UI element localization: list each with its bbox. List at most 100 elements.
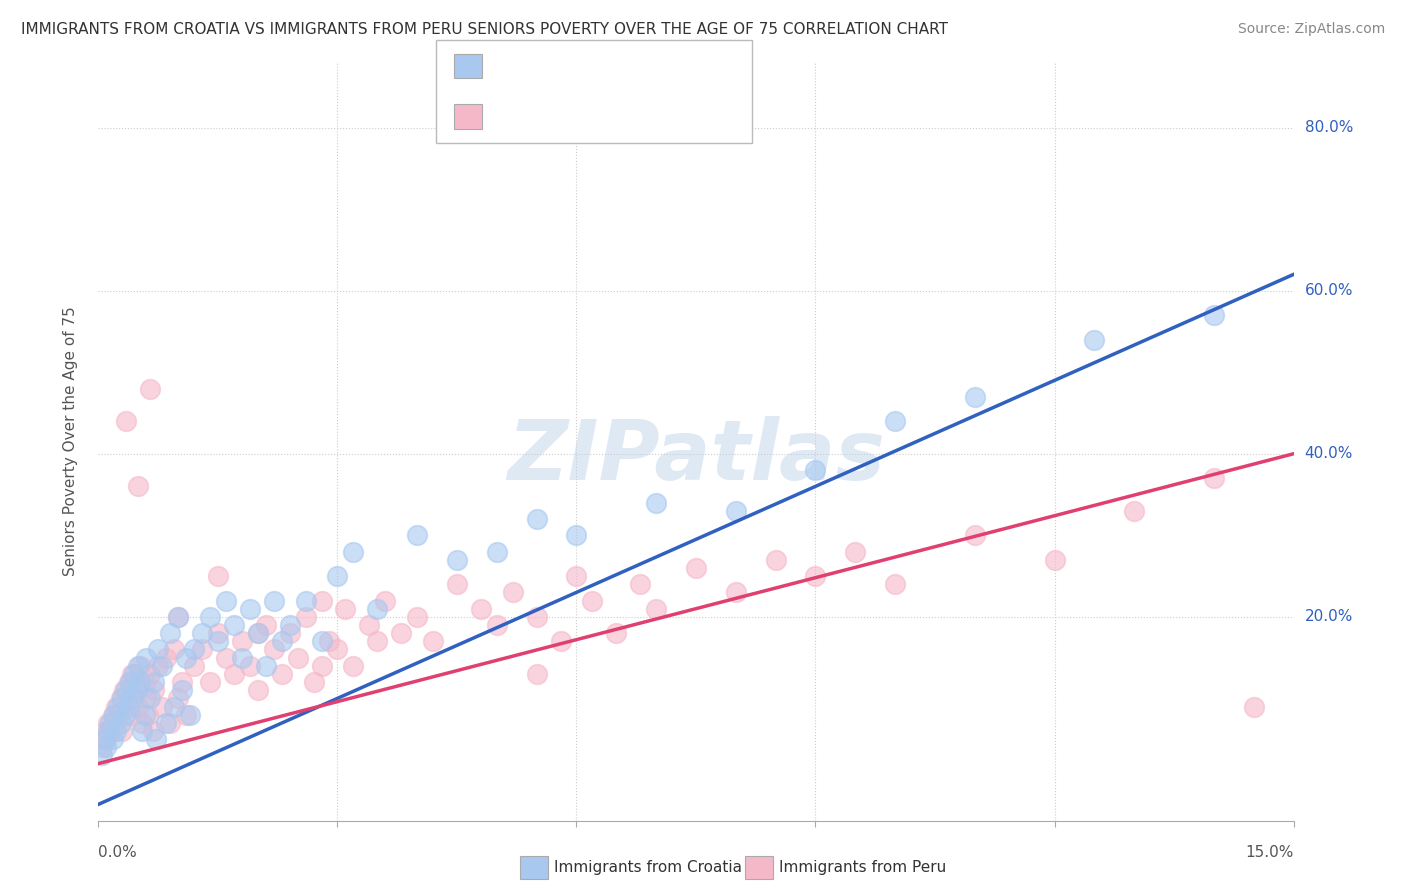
- Point: [135, 650, 157, 665]
- Point: [172, 683, 194, 698]
- Point: [311, 634, 333, 648]
- Point: [131, 715, 153, 730]
- Point: [254, 618, 277, 632]
- Point: [191, 626, 214, 640]
- Point: [207, 626, 229, 640]
- Point: [150, 658, 173, 673]
- Point: [263, 642, 285, 657]
- Point: [246, 626, 269, 640]
- Point: [270, 666, 292, 681]
- Point: [127, 479, 149, 493]
- Point: [103, 715, 125, 730]
- Point: [150, 699, 173, 714]
- Point: [359, 618, 381, 632]
- Text: 15.0%: 15.0%: [1246, 845, 1294, 860]
- Point: [246, 626, 269, 640]
- Point: [183, 642, 205, 657]
- Y-axis label: Seniors Poverty Over the Age of 75: Seniors Poverty Over the Age of 75: [63, 307, 77, 576]
- Point: [125, 683, 148, 698]
- Point: [143, 675, 166, 690]
- Point: [163, 699, 186, 714]
- Text: 40.0%: 40.0%: [1305, 446, 1353, 461]
- Text: Immigrants from Peru: Immigrants from Peru: [779, 860, 946, 874]
- Text: R = 0.453   N = 93: R = 0.453 N = 93: [488, 108, 658, 126]
- Point: [96, 732, 118, 747]
- Point: [294, 610, 316, 624]
- Point: [104, 723, 127, 738]
- Point: [263, 593, 285, 607]
- Point: [183, 658, 205, 673]
- Point: [120, 707, 142, 722]
- Point: [159, 626, 181, 640]
- Point: [1043, 553, 1066, 567]
- Point: [115, 683, 138, 698]
- Point: [804, 569, 827, 583]
- Point: [963, 528, 986, 542]
- Point: [155, 715, 177, 730]
- Point: [844, 544, 866, 558]
- Point: [765, 553, 787, 567]
- Point: [485, 544, 508, 558]
- Point: [326, 569, 349, 583]
- Point: [198, 675, 221, 690]
- Point: [1202, 308, 1225, 322]
- Text: 80.0%: 80.0%: [1305, 120, 1353, 136]
- Point: [724, 585, 747, 599]
- Point: [125, 683, 148, 698]
- Point: [110, 715, 132, 730]
- Point: [136, 707, 159, 722]
- Text: 0.0%: 0.0%: [98, 845, 138, 860]
- Point: [318, 634, 340, 648]
- Point: [120, 675, 142, 690]
- Point: [111, 723, 134, 738]
- Point: [110, 691, 132, 706]
- Point: [239, 601, 262, 615]
- Point: [422, 634, 444, 648]
- Point: [231, 650, 253, 665]
- Point: [278, 626, 301, 640]
- Point: [167, 610, 190, 624]
- Point: [628, 577, 651, 591]
- Point: [163, 642, 186, 657]
- Point: [135, 691, 157, 706]
- Text: R = 0.649   N = 65: R = 0.649 N = 65: [488, 55, 658, 73]
- Point: [91, 740, 114, 755]
- Point: [167, 691, 190, 706]
- Point: [142, 723, 165, 738]
- Point: [143, 683, 166, 698]
- Point: [139, 666, 162, 681]
- Point: [101, 707, 124, 722]
- Text: Source: ZipAtlas.com: Source: ZipAtlas.com: [1237, 22, 1385, 37]
- Point: [118, 675, 141, 690]
- Point: [121, 666, 143, 681]
- Point: [342, 544, 364, 558]
- Point: [148, 658, 170, 673]
- Point: [97, 723, 120, 738]
- Point: [470, 601, 492, 615]
- Point: [311, 593, 333, 607]
- Point: [215, 650, 238, 665]
- Point: [1243, 699, 1265, 714]
- Point: [172, 675, 194, 690]
- Point: [565, 569, 588, 583]
- Point: [565, 528, 588, 542]
- Point: [91, 748, 114, 763]
- Point: [134, 675, 156, 690]
- Point: [231, 634, 253, 648]
- Point: [124, 666, 146, 681]
- Point: [96, 740, 118, 755]
- Point: [311, 658, 333, 673]
- Point: [222, 666, 245, 681]
- Point: [485, 618, 508, 632]
- Point: [179, 707, 201, 722]
- Text: ZIPatlas: ZIPatlas: [508, 417, 884, 497]
- Point: [121, 691, 143, 706]
- Point: [1083, 333, 1105, 347]
- Point: [335, 601, 357, 615]
- Point: [98, 715, 122, 730]
- Point: [101, 732, 124, 747]
- Point: [581, 593, 603, 607]
- Point: [685, 561, 707, 575]
- Point: [502, 585, 524, 599]
- Point: [98, 723, 122, 738]
